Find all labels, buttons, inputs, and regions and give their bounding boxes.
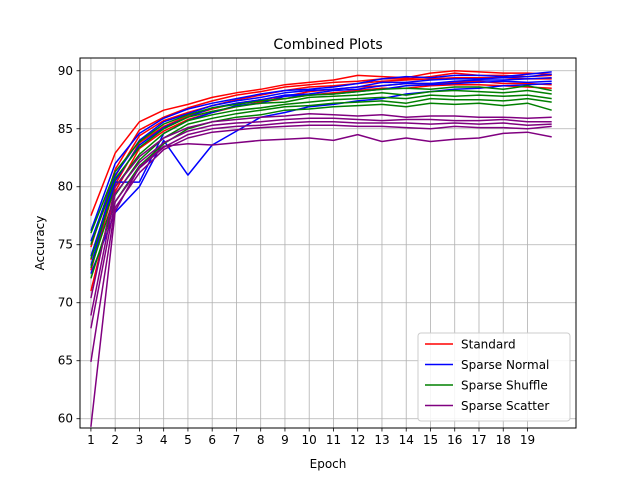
x-tick-label: 7 — [233, 433, 241, 447]
series-line-sparse-scatter-run-2 — [90, 117, 552, 316]
legend: Standard Sparse Normal Sparse Shuffle Spars… — [417, 332, 571, 422]
legend-label: Standard — [461, 338, 516, 352]
x-tick-label: 1 — [87, 433, 95, 447]
x-tick-label: 12 — [350, 433, 365, 447]
x-axis-label: Epoch — [310, 457, 347, 471]
y-tick-label: 60 — [58, 412, 73, 426]
series-line-sparse-scatter-run-5 — [90, 131, 552, 427]
x-tick-label: 9 — [281, 433, 289, 447]
y-tick-label: 90 — [58, 64, 73, 78]
y-tick-label: 75 — [58, 238, 73, 252]
series-line-sparse-normal-run-3 — [90, 76, 552, 257]
x-tick-label: 2 — [111, 433, 119, 447]
series-line-sparse-normal-run-1 — [90, 71, 552, 232]
x-tick-label: 16 — [447, 433, 462, 447]
series-line-sparse-shuffle-run-2 — [90, 89, 552, 245]
y-axis-label: Accuracy — [33, 216, 47, 271]
series-line-sparse-shuffle-run-3 — [90, 94, 552, 259]
plot-frame — [79, 57, 577, 429]
x-tick-label: 18 — [496, 433, 511, 447]
series-line-sparse-normal-run-2 — [90, 73, 552, 242]
series-line-standard-run-1 — [90, 70, 552, 216]
x-tick-label: 5 — [184, 433, 192, 447]
legend-label: Sparse Normal — [461, 358, 549, 372]
x-tick-label: 15 — [423, 433, 438, 447]
x-tick-label: 8 — [257, 433, 265, 447]
chart-title: Combined Plots — [273, 37, 382, 53]
series-lines — [90, 70, 552, 427]
y-tick-label: 85 — [58, 122, 73, 136]
x-tick-label: 14 — [399, 433, 414, 447]
x-tick-label: 3 — [136, 433, 144, 447]
x-tick-label: 4 — [160, 433, 168, 447]
x-tick-label: 6 — [208, 433, 216, 447]
series-line-sparse-scatter-run-1 — [90, 112, 552, 299]
y-tick-label: 80 — [58, 180, 73, 194]
x-tick-label: 13 — [374, 433, 389, 447]
y-tick-label: 70 — [58, 296, 73, 310]
x-tick-label: 19 — [520, 433, 535, 447]
y-tick-label: 65 — [58, 354, 73, 368]
legend-label: Sparse Scatter — [461, 399, 549, 413]
x-tick-label: 10 — [302, 433, 317, 447]
x-tick-label: 17 — [471, 433, 486, 447]
x-axis-ticks: 1 2 3 4 5 6 7 8 9 10 11 12 13 14 15 16 17 18 19 — [87, 428, 535, 447]
x-tick-label: 11 — [326, 433, 341, 447]
y-axis-ticks: 60 65 70 75 80 85 90 — [58, 64, 80, 426]
series-line-sparse-scatter-run-4 — [90, 124, 552, 363]
series-line-standard-run-3 — [90, 76, 552, 261]
series-line-sparse-shuffle-run-1 — [90, 85, 552, 234]
legend-label: Sparse Shuffle — [461, 379, 548, 393]
legend-box — [417, 332, 571, 422]
